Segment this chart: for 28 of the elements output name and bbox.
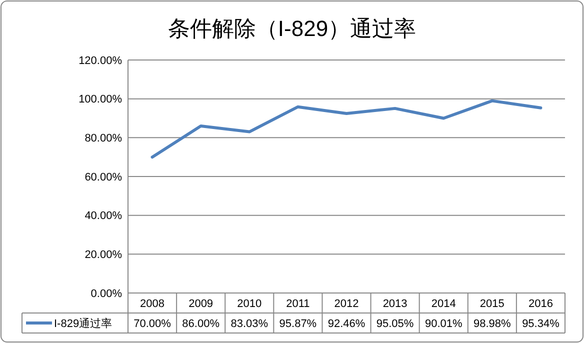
x-tick-label: 2013 — [382, 298, 408, 310]
data-label: 98.98% — [474, 318, 512, 330]
data-label: 95.05% — [376, 318, 414, 330]
chart-title: 条件解除（I-829）通过率 — [168, 16, 416, 41]
data-label: 70.00% — [134, 318, 172, 330]
y-tick-label: 80.00% — [84, 132, 122, 145]
x-tick-label: 2015 — [480, 298, 504, 310]
y-tick-label: 100.00% — [78, 94, 122, 106]
data-label: 86.00% — [182, 318, 220, 330]
data-label: 95.87% — [279, 318, 317, 330]
y-tick-label: 20.00% — [84, 249, 122, 262]
x-tick-label: 2014 — [431, 298, 456, 310]
legend-label: I-829通过率 — [54, 316, 112, 330]
data-label: 90.01% — [424, 318, 462, 330]
y-tick-label: 60.00% — [84, 171, 122, 184]
line-series — [150, 99, 542, 159]
x-tick-label: 2009 — [188, 298, 214, 310]
x-tick-label: 2010 — [237, 298, 262, 310]
y-tick-label: 40.00% — [84, 210, 122, 222]
x-tick-label: 2016 — [528, 298, 553, 310]
y-tick-label: 0.00% — [90, 288, 122, 300]
data-label: 95.34% — [522, 318, 560, 330]
data-label: 92.46% — [328, 318, 366, 330]
x-tick-label: 2008 — [140, 298, 165, 310]
data-label: 83.03% — [230, 318, 268, 330]
x-tick-label: 2011 — [286, 298, 310, 310]
x-tick-label: 2012 — [334, 298, 359, 310]
y-tick-label: 120.00% — [78, 54, 122, 67]
